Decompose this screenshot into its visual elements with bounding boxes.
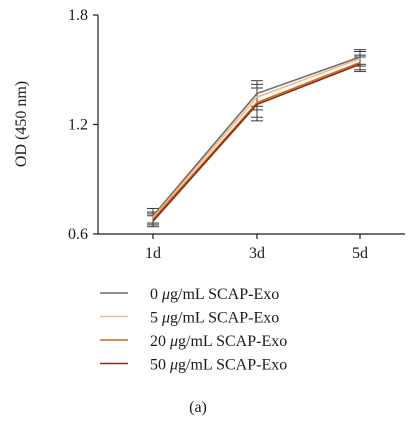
legend-label-part: 50 xyxy=(150,357,170,374)
legend-label-part: g/mL SCAP-Exo xyxy=(178,357,287,374)
y-tick-label: 1.8 xyxy=(68,7,88,24)
legend-label-part: μ xyxy=(169,333,178,350)
legend-label-part: μ xyxy=(161,310,170,327)
legend-label-part: μ xyxy=(169,357,178,374)
x-tick-label: 1d xyxy=(145,245,161,262)
series-line xyxy=(152,61,361,220)
axes: 0.6 1.2 1.8 1d 3d 5d xyxy=(68,7,405,262)
y-tick-label: 0.6 xyxy=(68,226,88,243)
legend-label-part: μ xyxy=(161,286,170,303)
series-line xyxy=(152,56,361,217)
legend-label-part: g/mL SCAP-Exo xyxy=(178,333,287,350)
y-tick-label: 1.2 xyxy=(68,117,88,134)
x-tick-label: 3d xyxy=(249,245,265,262)
legend-label-part: 20 xyxy=(150,333,170,350)
series-line xyxy=(152,63,361,222)
x-tick-label: 5d xyxy=(352,245,368,262)
series-line xyxy=(152,58,361,219)
series-lines xyxy=(152,56,361,222)
legend-label-part: g/mL SCAP-Exo xyxy=(170,286,279,303)
error-bars xyxy=(147,49,366,228)
legend-label-part: g/mL SCAP-Exo xyxy=(170,310,279,327)
legend-label: 0 μg/mL SCAP-Exo xyxy=(150,286,279,303)
legend-label: 50 μg/mL SCAP-Exo xyxy=(150,357,287,374)
legend-label: 5 μg/mL SCAP-Exo xyxy=(150,310,279,327)
legend-label-part: 0 xyxy=(150,286,162,303)
figure-caption: (a) xyxy=(189,399,207,416)
y-axis-label: OD (450 nm) xyxy=(13,81,30,167)
legend-label-part: 5 xyxy=(150,310,162,327)
legend-label: 20 μg/mL SCAP-Exo xyxy=(150,333,287,350)
